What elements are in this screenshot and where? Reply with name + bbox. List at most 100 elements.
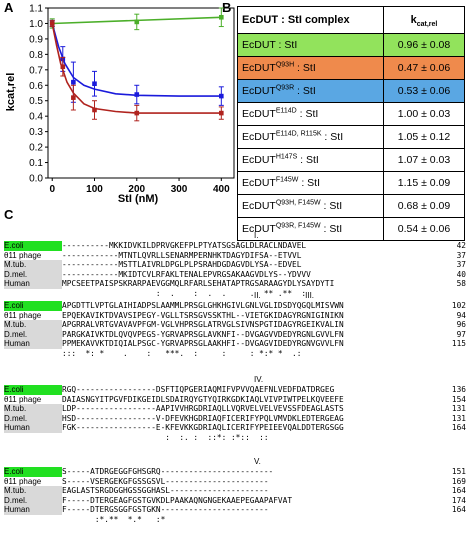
complex-name-cell: EcDUTQ93H, F145W : StI — [237, 194, 384, 218]
chart-series — [49, 7, 224, 122]
complex-name: EcDUT — [242, 154, 276, 166]
species-name: Human — [4, 505, 62, 515]
species-name: E.coli — [4, 301, 62, 311]
residue-count: 58 — [456, 279, 466, 288]
sequence: ------------MSTTLAIVRLDPGLPLPSRAHDGDAGVD… — [62, 260, 302, 269]
species-name: M.tub. — [4, 320, 62, 330]
y-tick-label: 1.1 — [29, 4, 43, 15]
residue-count: 97 — [456, 329, 466, 339]
kcat-subscript: cat,rel — [416, 21, 438, 29]
mutation-superscript: E114D, R115K — [275, 130, 322, 138]
complex-suffix: : StI — [320, 200, 343, 212]
alignment-row: θ11 phage S-----VSERGEKGFGSSGSVL---------… — [4, 477, 466, 487]
y-tick-label: 0.5 — [29, 96, 43, 107]
alignment-row: ::: *: * . : ***. : : : *:* * .: — [4, 349, 466, 359]
complex-name: EcDUT — [242, 177, 276, 189]
residue-count: 154 — [451, 394, 466, 404]
motif-label: II. III. — [254, 291, 315, 300]
table-header-complex: EcDUT : StI complex — [237, 6, 384, 34]
table-row: EcDUTQ93H, F145W : StI 0.68 ± 0.09 — [237, 194, 465, 218]
mutation-superscript: F145W — [275, 176, 299, 184]
species-name: M.tub. — [4, 404, 62, 414]
alignment-row: θ11 phage EPQEKAVIKTDVAVSIPEGY-VGLLTSRSGV… — [4, 311, 466, 321]
species-name: θ11 phage — [4, 394, 42, 404]
plot-frame — [47, 7, 235, 179]
alignment-row: θ11 phage ------------MTNTLQVRLLSENARMPER… — [4, 251, 466, 261]
sequence: DAIASNGYITPGVFDIKGEIDLSDAIRQYGTYQIRKGDKI… — [62, 394, 344, 404]
residue-count: 37 — [456, 260, 466, 269]
data-point — [92, 81, 97, 87]
residue-count: 40 — [456, 269, 466, 279]
sequence: LDP-----------------AAPIVVHRGDRIAQLLVQRV… — [62, 404, 344, 413]
table-row: EcDUTF145W : StI 1.15 ± 0.09 — [237, 171, 465, 195]
alignment-row: E.coli ----------MKKIDVKILDPRVGKEFPLPTYAT… — [4, 241, 466, 251]
species-name: D.mel. — [4, 495, 62, 505]
table-row: EcDUT : StI 0.96 ± 0.08 — [237, 33, 465, 57]
kcat-value: 1.15 ± 0.09 — [383, 171, 465, 195]
series-2 — [49, 19, 224, 122]
data-point — [71, 95, 76, 100]
alignment-row: M.tub. ------------MSTTLAIVRLDPGLPLPSRAHD… — [4, 260, 466, 270]
sequence: ----------MKKIDVKILDPRVGKEFPLPTYATSGSAGL… — [62, 241, 307, 250]
alignment-row: D.mel. PARGKAIVKTDLQVQVPEGS-YGRVAPRSGLAVK… — [4, 329, 466, 339]
data-point — [134, 92, 140, 97]
residue-count: 131 — [451, 404, 466, 413]
y-tick-label: 0.0 — [29, 174, 43, 185]
alignment-row: E.coli S-----ATDRGEGGFGHSGRQ-------------… — [4, 467, 466, 477]
alignment-row: : :. : ::*: :*:: :: — [4, 433, 466, 443]
series-fit-line — [51, 23, 222, 114]
y-tick-label: 0.3 — [29, 127, 43, 138]
sequence: S-----ATDRGEGGFGHSGRQ-------------------… — [62, 467, 274, 476]
alignment-row: : . : . . . ** .** : — [4, 289, 466, 299]
kcat-value: 0.68 ± 0.09 — [383, 194, 465, 218]
residue-count: 164 — [451, 505, 466, 514]
complex-suffix: : StI — [298, 177, 320, 189]
alignment-row: E.coli APGDTTLVPTGLAIHIADPSLAAMMLPRSGLGHK… — [4, 301, 466, 311]
species-name: M.tub. — [4, 260, 62, 270]
sequence: : :. : ::*: :*:: :: — [62, 432, 269, 442]
sequence: :*.** *.* :* — [62, 514, 166, 524]
species-name: Human — [4, 339, 62, 349]
chart-axes: 0.0 0.1 0.2 0.3 0.4 0.5 0.6 0.7 0.8 0.9 1.0 1.1 0 100… — [29, 4, 235, 195]
residue-count: 37 — [456, 250, 466, 260]
x-tick-label: 400 — [213, 184, 230, 195]
series-1 — [49, 19, 224, 106]
mutation-superscript: Q93H — [275, 61, 295, 69]
species-name: θ11 phage — [4, 310, 42, 320]
residue-count: 151 — [451, 467, 466, 476]
table-header-row: EcDUT : StI complex kcat,rel — [237, 6, 465, 34]
y-tick-label: 0.4 — [29, 112, 43, 123]
table-row: EcDUTQ93R : StI 0.53 ± 0.06 — [237, 79, 465, 103]
species-name: D.mel. — [4, 329, 62, 339]
mutation-superscript: Q93R — [275, 84, 295, 92]
alignment-row: M.tub. EAGLASTSRGDGGHGSSGGHASL-----------… — [4, 486, 466, 496]
complex-suffix: : StI — [294, 85, 316, 97]
complex-name: EcDUT — [242, 62, 276, 74]
residue-count: 102 — [451, 301, 466, 310]
alignment-row: D.mel. ------------MKIDTCVLRFAKLTENALEPVR… — [4, 269, 466, 279]
complex-name-cell: EcDUT : StI — [237, 33, 384, 57]
complex-name: EcDUT — [242, 131, 276, 143]
kcat-value: 1.00 ± 0.03 — [383, 102, 465, 126]
sequence: EPQEKAVIKTDVAVSIPEGY-VGLLTSRSGVSSKTHL--V… — [62, 310, 344, 320]
species-name: M.tub. — [4, 486, 62, 496]
species-name: θ11 phage — [4, 476, 42, 486]
table-row: EcDUTQ93R, F145W : StI 0.54 ± 0.06 — [237, 217, 465, 241]
species-name: Human — [4, 279, 62, 289]
complex-name-cell: EcDUTQ93R : StI — [237, 79, 384, 103]
complex-suffix: : StI — [296, 108, 319, 120]
complex-name: EcDUT — [242, 223, 276, 235]
data-point — [49, 21, 55, 26]
y-tick-label: 1.0 — [29, 19, 43, 30]
species-name: Human — [4, 423, 62, 433]
species-name: D.mel. — [4, 269, 62, 279]
sequence: PARGKAIVKTDLQVQVPEGS-YGRVAPRSGLAVKNFI--D… — [62, 329, 344, 339]
motif-label: IV. — [254, 375, 264, 384]
sequence: APGDTTLVPTGLAIHIADPSLAAMMLPRSGLGHKHGIVLG… — [62, 301, 344, 310]
complex-name: EcDUT — [242, 108, 276, 120]
y-tick-label: 0.8 — [29, 50, 43, 61]
mutation-superscript: H147S — [275, 153, 298, 161]
sequence: S-----VSERGEKGFGSSGSVL------------------… — [62, 476, 269, 486]
complex-name-cell: EcDUTE114D, R115K : StI — [237, 125, 384, 149]
kcat-symbol: k — [410, 14, 417, 26]
